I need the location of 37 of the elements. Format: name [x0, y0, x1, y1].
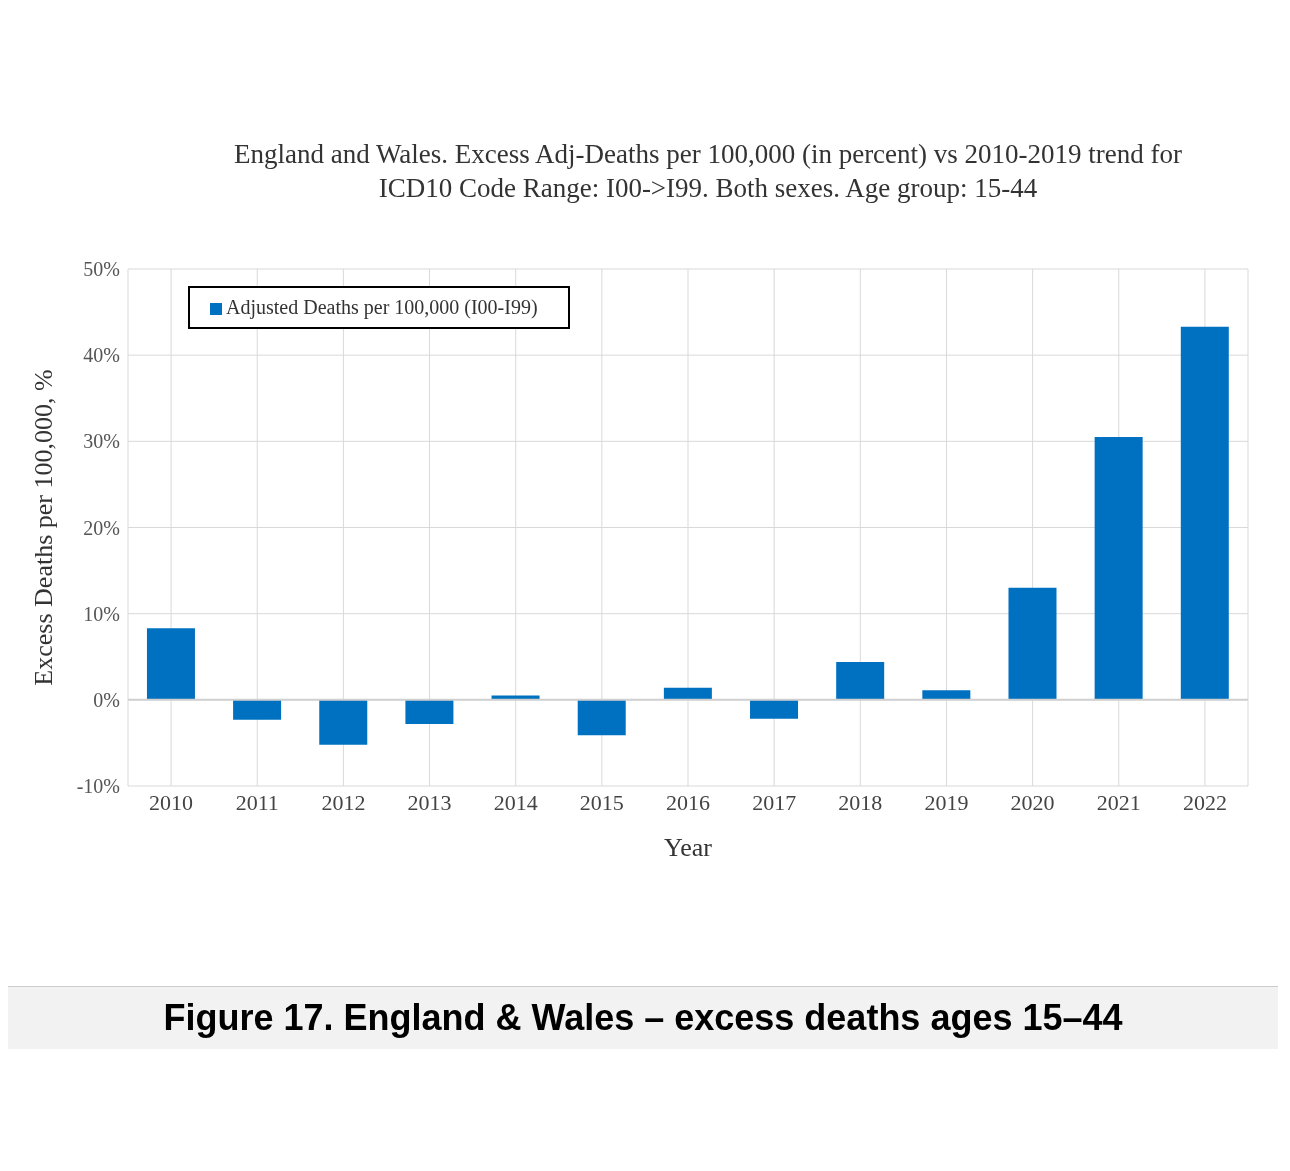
bar — [233, 699, 282, 720]
caption: Figure 17. England & Wales – excess deaths ages 15–44 — [8, 985, 1278, 1049]
y-tick-label: 40% — [83, 343, 120, 366]
x-tick-label: 2020 — [1010, 789, 1055, 815]
y-tick-label: 20% — [83, 516, 120, 539]
x-tick-label: 2016 — [666, 789, 710, 815]
x-tick-label: 2017 — [752, 789, 797, 815]
x-tick-label: 2022 — [1182, 789, 1227, 815]
bar — [836, 661, 885, 700]
bar — [577, 699, 626, 735]
x-tick-label: 2011 — [235, 789, 279, 815]
bar — [319, 699, 368, 745]
bar — [1180, 326, 1229, 700]
bar — [146, 627, 195, 700]
y-tick-label: 50% — [83, 257, 120, 280]
x-tick-label: 2010 — [149, 789, 194, 815]
y-tick-label: -10% — [76, 774, 120, 797]
chart-title: England and Wales. Excess Adj-Deaths per 100,000 (in percent) vs 2010-2019 trend for ICD10 Code Range: I00->I99. Both sexes. Age group: 15-44 — [232, 138, 1184, 205]
x-axis-title: Year — [664, 832, 713, 862]
x-tick-label: 2014 — [493, 789, 538, 815]
bar — [1008, 587, 1057, 700]
x-tick-label: 2012 — [321, 789, 366, 815]
bar — [750, 699, 799, 719]
y-tick-label: 0% — [93, 688, 120, 711]
y-tick-label: 30% — [83, 429, 120, 452]
x-tick-label: 2019 — [924, 789, 969, 815]
bar — [1094, 436, 1143, 700]
y-axis-title: Excess Deaths per 100,000, % — [29, 368, 59, 686]
x-tick-label: 2015 — [579, 789, 624, 815]
x-tick-label: 2021 — [1096, 789, 1141, 815]
bar — [922, 689, 971, 700]
bar — [663, 687, 712, 700]
x-tick-label: 2018 — [838, 789, 883, 815]
legend-label: Adjusted Deaths per 100,000 (I00-I99) — [226, 295, 538, 318]
y-tick-label: 10% — [83, 602, 120, 625]
bar — [405, 699, 454, 724]
x-tick-label: 2013 — [407, 789, 452, 815]
